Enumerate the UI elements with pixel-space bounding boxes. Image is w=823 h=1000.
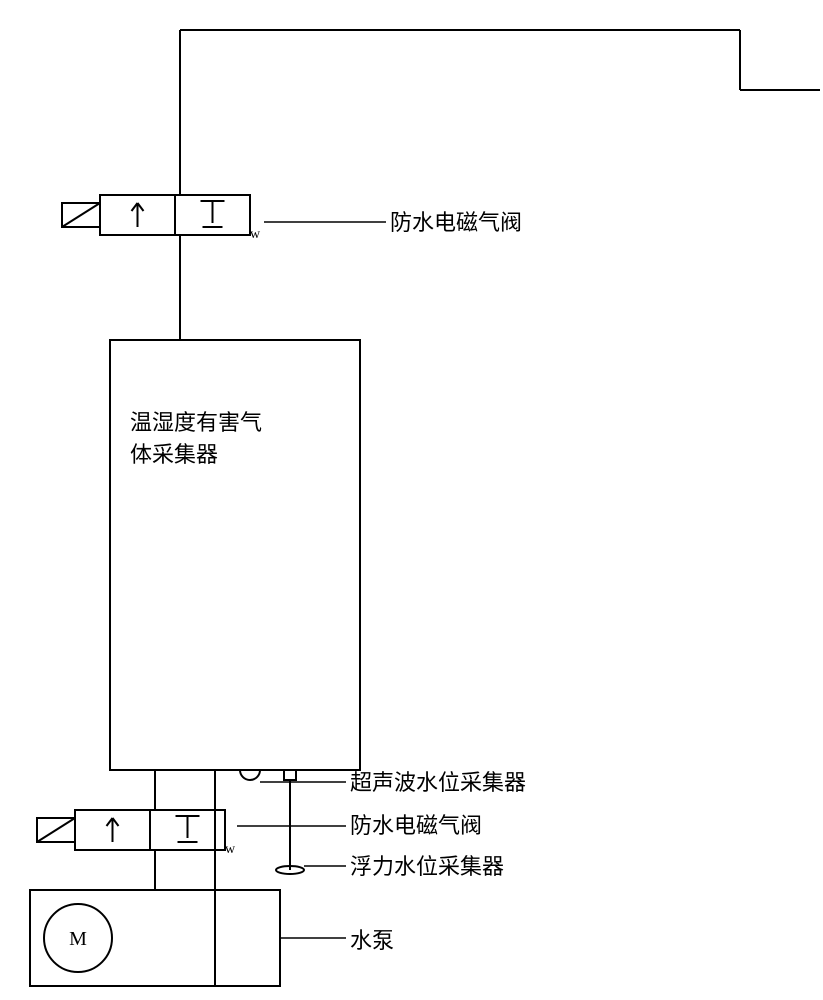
svg-text:水泵: 水泵 <box>350 928 394 953</box>
svg-text:超声波水位采集器: 超声波水位采集器 <box>350 770 526 795</box>
svg-text:温湿度有害气: 温湿度有害气 <box>130 410 262 435</box>
svg-text:防水电磁气阀: 防水电磁气阀 <box>350 813 482 838</box>
svg-text:w: w <box>225 842 236 857</box>
svg-text:w: w <box>250 227 261 242</box>
svg-text:体采集器: 体采集器 <box>130 442 218 467</box>
svg-text:防水电磁气阀: 防水电磁气阀 <box>390 210 522 235</box>
svg-text:浮力水位采集器: 浮力水位采集器 <box>350 854 504 879</box>
svg-text:M: M <box>69 928 87 950</box>
